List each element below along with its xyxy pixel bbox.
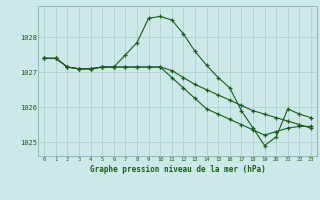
X-axis label: Graphe pression niveau de la mer (hPa): Graphe pression niveau de la mer (hPa) (90, 165, 266, 174)
